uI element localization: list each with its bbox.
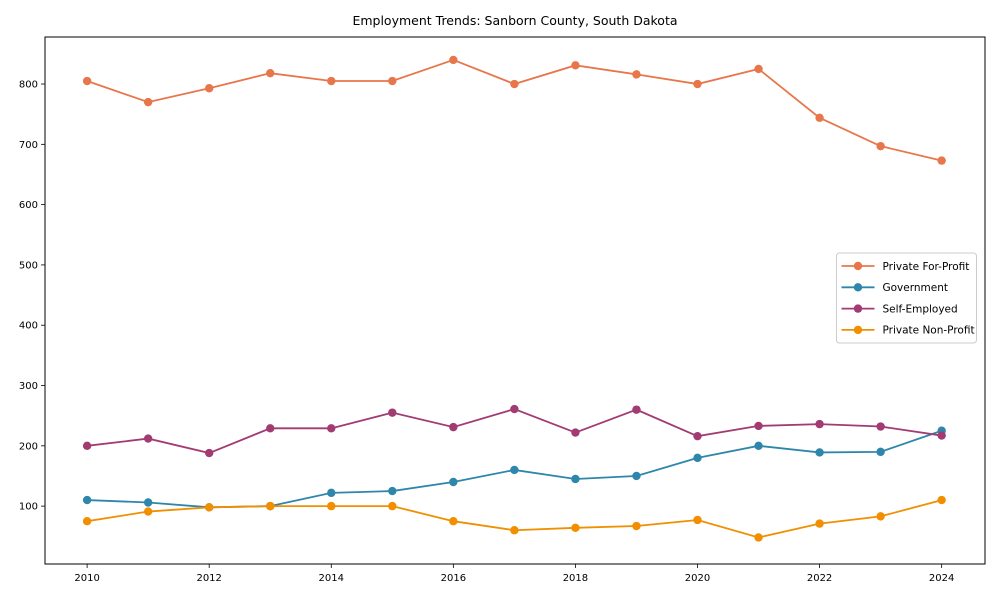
series-point-government-2016 bbox=[449, 477, 458, 487]
series-point-private-for-profit-2017 bbox=[510, 79, 519, 89]
series-point-self-employed-2022 bbox=[815, 419, 824, 429]
series-point-government-2017 bbox=[510, 465, 519, 475]
x-tick-label-2014: 2014 bbox=[319, 573, 344, 584]
series-point-private-non-profit-2021 bbox=[754, 533, 763, 542]
series-line-private-for-profit bbox=[86, 58, 942, 162]
series-point-self-employed-2010 bbox=[82, 441, 92, 451]
legend-label-self-employed: Self-Employed bbox=[883, 303, 958, 315]
x-tick-label-2010: 2010 bbox=[74, 573, 99, 584]
series-point-private-for-profit-2023 bbox=[876, 141, 885, 151]
series-point-government-2014 bbox=[327, 488, 336, 498]
y-tick-label-100: 100 bbox=[19, 502, 38, 513]
series-point-private-non-profit-2016 bbox=[449, 516, 458, 526]
series-point-private-non-profit-2023 bbox=[876, 512, 885, 521]
series-point-self-employed-2016 bbox=[449, 422, 458, 432]
x-tick-label-2018: 2018 bbox=[563, 573, 588, 584]
series-point-self-employed-2020 bbox=[693, 431, 702, 441]
x-tick-label-2012: 2012 bbox=[196, 573, 221, 584]
series-point-private-non-profit-2024 bbox=[937, 495, 946, 505]
y-tick-label-300: 300 bbox=[19, 381, 38, 392]
series-point-private-non-profit-2010 bbox=[82, 516, 92, 526]
y-tick-label-600: 600 bbox=[19, 200, 38, 211]
series-point-private-for-profit-2019 bbox=[632, 70, 641, 79]
series-point-private-non-profit-2014 bbox=[327, 501, 336, 511]
series-point-private-for-profit-2024 bbox=[937, 156, 946, 165]
y-tick-label-700: 700 bbox=[19, 140, 38, 151]
series-point-government-2019 bbox=[632, 471, 641, 481]
series-point-private-for-profit-2021 bbox=[754, 64, 763, 74]
legend-box bbox=[836, 252, 977, 344]
x-tick-label-2024: 2024 bbox=[929, 573, 954, 584]
series-point-government-2015 bbox=[388, 486, 397, 496]
series-point-private-non-profit-2018 bbox=[571, 523, 580, 533]
y-tick-label-200: 200 bbox=[19, 441, 38, 452]
series-point-private-for-profit-2011 bbox=[143, 97, 153, 107]
series-point-private-non-profit-2015 bbox=[388, 501, 397, 511]
series-point-self-employed-2015 bbox=[388, 408, 397, 417]
legend-marker-dot-self-employed bbox=[853, 304, 863, 313]
series-point-self-employed-2021 bbox=[754, 421, 763, 431]
series-point-private-non-profit-2022 bbox=[815, 519, 824, 528]
series-point-private-non-profit-2013 bbox=[266, 501, 275, 511]
series-point-private-for-profit-2015 bbox=[388, 76, 397, 86]
legend-label-government: Government bbox=[883, 282, 948, 294]
series-point-private-for-profit-2013 bbox=[266, 68, 275, 78]
chart-title: Employment Trends: Sanborn County, South… bbox=[352, 13, 677, 28]
series-point-government-2010 bbox=[82, 495, 92, 505]
legend-marker-dot-private-non-profit bbox=[853, 325, 863, 335]
series-point-private-for-profit-2012 bbox=[204, 84, 214, 93]
series-point-private-for-profit-2020 bbox=[693, 79, 702, 89]
series-point-private-non-profit-2020 bbox=[693, 515, 702, 525]
series-line-self-employed bbox=[87, 408, 942, 454]
legend-marker-dot-government bbox=[853, 283, 863, 292]
series-point-government-2022 bbox=[815, 448, 824, 457]
legend-marker-dot-private-for-profit bbox=[853, 261, 863, 271]
series-point-private-non-profit-2012 bbox=[204, 503, 214, 512]
x-tick-label-2016: 2016 bbox=[441, 573, 466, 584]
legend-label-private-non-profit: Private Non-Profit bbox=[883, 325, 975, 337]
series-point-government-2018 bbox=[571, 474, 580, 484]
x-tick-label-2022: 2022 bbox=[807, 573, 832, 584]
plot-border bbox=[44, 36, 986, 565]
series-point-government-2011 bbox=[143, 498, 153, 507]
series-point-private-for-profit-2022 bbox=[815, 113, 824, 122]
series-point-self-employed-2018 bbox=[571, 428, 580, 437]
series-point-private-for-profit-2014 bbox=[327, 76, 336, 86]
series-point-self-employed-2011 bbox=[143, 434, 153, 443]
series-point-self-employed-2019 bbox=[632, 405, 641, 414]
series-point-self-employed-2013 bbox=[266, 424, 275, 433]
series-point-government-2023 bbox=[876, 447, 885, 457]
series-point-self-employed-2023 bbox=[876, 422, 885, 431]
series-point-self-employed-2024 bbox=[937, 431, 946, 440]
series-point-private-for-profit-2018 bbox=[571, 61, 580, 70]
x-tick-label-2020: 2020 bbox=[685, 573, 710, 584]
series-point-government-2020 bbox=[693, 453, 702, 463]
series-point-private-non-profit-2011 bbox=[143, 507, 153, 516]
legend-label-private-for-profit: Private For-Profit bbox=[883, 261, 970, 273]
series-point-self-employed-2014 bbox=[327, 424, 336, 433]
series-point-private-for-profit-2016 bbox=[449, 55, 458, 65]
series-point-government-2021 bbox=[754, 441, 763, 451]
series-point-self-employed-2017 bbox=[510, 404, 519, 414]
y-tick-label-400: 400 bbox=[19, 321, 38, 332]
y-tick-label-800: 800 bbox=[19, 80, 38, 91]
series-point-private-for-profit-2010 bbox=[82, 76, 92, 86]
series-point-private-non-profit-2019 bbox=[632, 521, 641, 531]
series-point-private-non-profit-2017 bbox=[510, 526, 519, 535]
series-point-self-employed-2012 bbox=[204, 448, 214, 458]
y-tick-label-500: 500 bbox=[19, 260, 38, 271]
